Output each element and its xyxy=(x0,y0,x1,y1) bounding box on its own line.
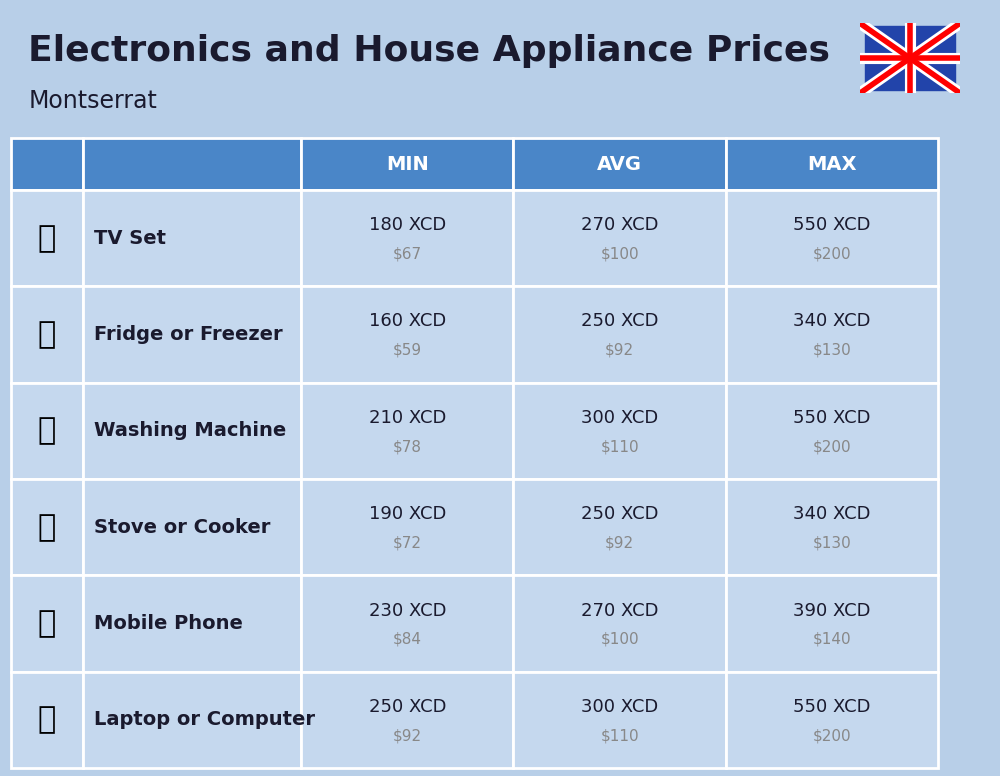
Text: 270 XCD: 270 XCD xyxy=(581,601,658,619)
Text: 250 XCD: 250 XCD xyxy=(369,698,446,715)
Text: Fridge or Freezer: Fridge or Freezer xyxy=(94,325,283,344)
FancyBboxPatch shape xyxy=(11,383,83,479)
Text: 390 XCD: 390 XCD xyxy=(793,601,871,619)
Text: 🧊: 🧊 xyxy=(38,320,56,349)
Text: 550 XCD: 550 XCD xyxy=(793,217,871,234)
FancyBboxPatch shape xyxy=(301,672,513,768)
Text: $100: $100 xyxy=(600,632,639,647)
FancyBboxPatch shape xyxy=(513,286,726,383)
Text: 250 XCD: 250 XCD xyxy=(581,313,658,331)
FancyBboxPatch shape xyxy=(513,672,726,768)
FancyBboxPatch shape xyxy=(11,286,83,383)
FancyBboxPatch shape xyxy=(726,138,938,190)
FancyBboxPatch shape xyxy=(301,479,513,575)
Text: 300 XCD: 300 XCD xyxy=(581,698,658,715)
FancyBboxPatch shape xyxy=(513,138,726,190)
FancyBboxPatch shape xyxy=(83,672,301,768)
FancyBboxPatch shape xyxy=(83,138,301,190)
Text: MAX: MAX xyxy=(807,154,857,174)
FancyBboxPatch shape xyxy=(11,138,83,190)
FancyBboxPatch shape xyxy=(513,383,726,479)
Text: $92: $92 xyxy=(605,535,634,551)
Text: TV Set: TV Set xyxy=(94,229,166,248)
FancyBboxPatch shape xyxy=(83,190,301,286)
FancyBboxPatch shape xyxy=(301,575,513,672)
Text: $200: $200 xyxy=(813,439,851,454)
FancyBboxPatch shape xyxy=(11,575,83,672)
FancyBboxPatch shape xyxy=(83,383,301,479)
Text: Electronics and House Appliance Prices: Electronics and House Appliance Prices xyxy=(28,34,830,68)
Text: 💻: 💻 xyxy=(38,705,56,734)
Text: 230 XCD: 230 XCD xyxy=(369,601,446,619)
Text: Stove or Cooker: Stove or Cooker xyxy=(94,518,270,537)
Text: 340 XCD: 340 XCD xyxy=(793,505,871,523)
Text: 340 XCD: 340 XCD xyxy=(793,313,871,331)
Text: 160 XCD: 160 XCD xyxy=(369,313,446,331)
FancyBboxPatch shape xyxy=(301,190,513,286)
Text: $130: $130 xyxy=(813,535,852,551)
Text: $59: $59 xyxy=(393,343,422,358)
FancyBboxPatch shape xyxy=(513,190,726,286)
Text: $130: $130 xyxy=(813,343,852,358)
Text: $72: $72 xyxy=(393,535,422,551)
Text: 🫧: 🫧 xyxy=(38,417,56,445)
Text: Montserrat: Montserrat xyxy=(28,89,157,113)
Text: $78: $78 xyxy=(393,439,422,454)
Text: 550 XCD: 550 XCD xyxy=(793,409,871,427)
Text: 190 XCD: 190 XCD xyxy=(369,505,446,523)
FancyBboxPatch shape xyxy=(726,286,938,383)
Text: $67: $67 xyxy=(393,247,422,262)
FancyBboxPatch shape xyxy=(301,383,513,479)
FancyBboxPatch shape xyxy=(11,479,83,575)
Text: 550 XCD: 550 XCD xyxy=(793,698,871,715)
Text: 📺: 📺 xyxy=(38,223,56,253)
FancyBboxPatch shape xyxy=(301,138,513,190)
Text: $92: $92 xyxy=(393,729,422,743)
FancyBboxPatch shape xyxy=(301,286,513,383)
FancyBboxPatch shape xyxy=(513,479,726,575)
Text: 180 XCD: 180 XCD xyxy=(369,217,446,234)
Text: $200: $200 xyxy=(813,247,851,262)
Text: AVG: AVG xyxy=(597,154,642,174)
Text: Laptop or Computer: Laptop or Computer xyxy=(94,710,315,729)
Text: 📱: 📱 xyxy=(38,609,56,638)
FancyBboxPatch shape xyxy=(83,286,301,383)
FancyBboxPatch shape xyxy=(513,575,726,672)
Text: Mobile Phone: Mobile Phone xyxy=(94,614,243,633)
Text: $200: $200 xyxy=(813,729,851,743)
Text: $110: $110 xyxy=(600,729,639,743)
Text: $140: $140 xyxy=(813,632,851,647)
FancyBboxPatch shape xyxy=(83,575,301,672)
FancyBboxPatch shape xyxy=(726,479,938,575)
Text: 270 XCD: 270 XCD xyxy=(581,217,658,234)
Text: $110: $110 xyxy=(600,439,639,454)
Text: Washing Machine: Washing Machine xyxy=(94,421,286,440)
Text: $100: $100 xyxy=(600,247,639,262)
FancyBboxPatch shape xyxy=(726,672,938,768)
FancyBboxPatch shape xyxy=(83,479,301,575)
FancyBboxPatch shape xyxy=(726,190,938,286)
Text: 210 XCD: 210 XCD xyxy=(369,409,446,427)
Text: MIN: MIN xyxy=(386,154,429,174)
FancyBboxPatch shape xyxy=(11,190,83,286)
Text: 300 XCD: 300 XCD xyxy=(581,409,658,427)
FancyBboxPatch shape xyxy=(726,383,938,479)
Text: 🍳: 🍳 xyxy=(38,513,56,542)
FancyBboxPatch shape xyxy=(726,575,938,672)
Text: $84: $84 xyxy=(393,632,422,647)
FancyBboxPatch shape xyxy=(11,672,83,768)
Text: 250 XCD: 250 XCD xyxy=(581,505,658,523)
Text: $92: $92 xyxy=(605,343,634,358)
